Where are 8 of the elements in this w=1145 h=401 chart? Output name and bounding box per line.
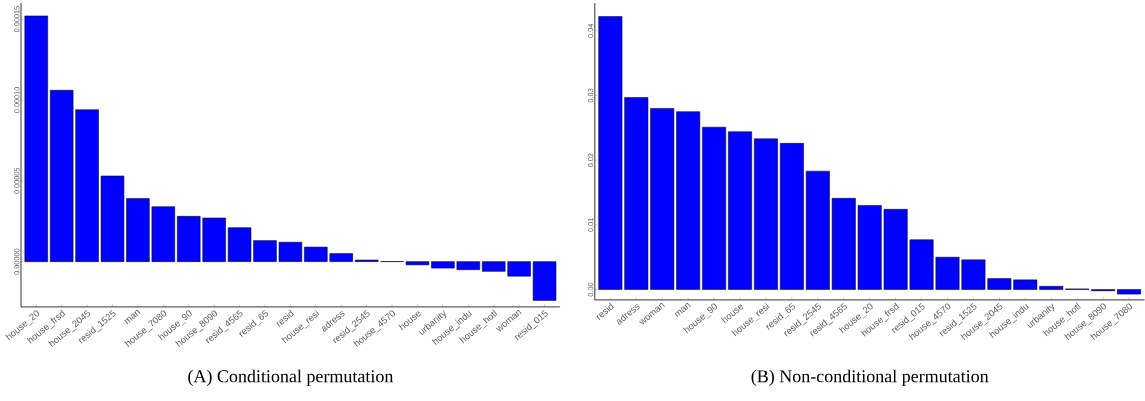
bar [1117, 289, 1141, 295]
text: (B) Non-conditional permutation [751, 369, 989, 387]
bar [754, 138, 778, 290]
bar [24, 15, 48, 262]
text: (A) Conditional permutation [188, 369, 394, 387]
bar [779, 143, 804, 290]
bar [728, 131, 752, 290]
bar [702, 126, 727, 290]
